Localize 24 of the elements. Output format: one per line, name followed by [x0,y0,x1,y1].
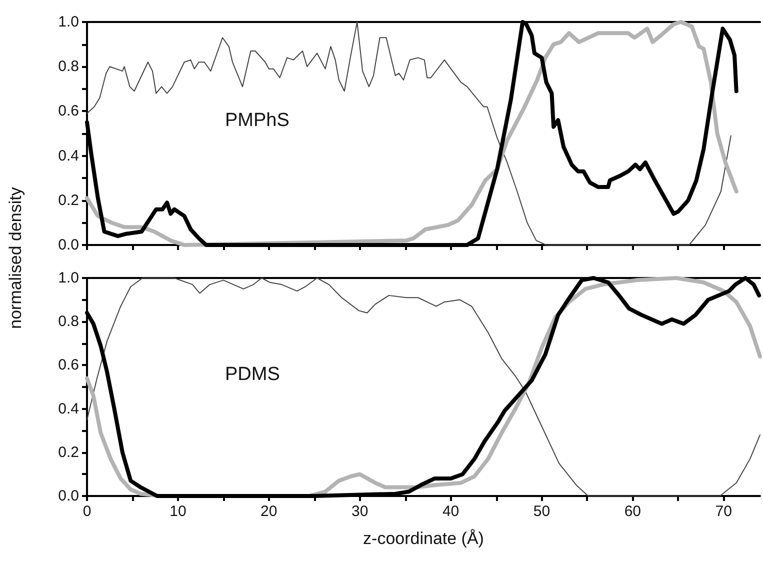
y-tick-label: 0.4 [58,400,79,418]
annotation: PMPhS [225,110,290,132]
x-axis-title: z-coordinate (Å) [363,529,484,548]
y-tick-label: 0.6 [58,356,79,374]
y-tick-label: 1.0 [58,14,79,30]
x-tick-label: 10 [170,503,186,520]
y-tick-label: 0.0 [58,488,79,504]
x-tick-label: 60 [624,503,642,520]
y-tick-label: 0.2 [58,192,79,209]
x-tick-label: 50 [533,503,550,520]
x-tick-label: 30 [351,503,368,520]
y-tick-label: 0.8 [58,313,79,330]
annotation: PDMS [225,364,280,386]
x-tick-label: 20 [260,503,278,520]
y-tick-label: 0.2 [58,444,79,461]
y-tick-label: 0.6 [58,102,79,120]
x-tick-label: 70 [715,503,732,520]
y-axis-title: normalised density [6,187,26,329]
y-tick-label: 0.0 [58,236,79,254]
x-tick-label: 40 [442,503,460,520]
y-tick-label: 1.0 [58,270,79,286]
x-tick-label: 0 [82,503,92,520]
y-tick-label: 0.8 [58,58,79,76]
y-tick-label: 0.4 [58,147,79,164]
